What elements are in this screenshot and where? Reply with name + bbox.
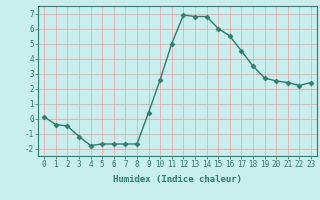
X-axis label: Humidex (Indice chaleur): Humidex (Indice chaleur): [113, 175, 242, 184]
